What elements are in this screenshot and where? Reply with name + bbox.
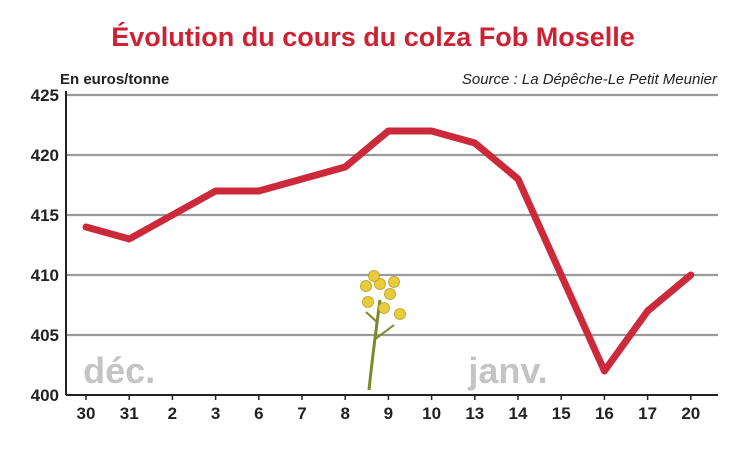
- source-label: Source : La Dépêche-Le Petit Meunier: [462, 71, 718, 88]
- x-tick-label: 6: [254, 404, 263, 423]
- flower-branch: [373, 324, 395, 341]
- y-tick-label: 420: [31, 146, 59, 165]
- series-line: [82, 127, 695, 375]
- x-tick-label: 16: [595, 404, 614, 423]
- x-tick-label: 30: [77, 404, 96, 423]
- rapeseed-flower-icon: [360, 270, 406, 391]
- flower-bloom: [368, 270, 380, 282]
- chart-title: Évolution du cours du colza Fob Moselle: [111, 21, 635, 52]
- x-tick-label: 10: [422, 404, 441, 423]
- x-tick-label: 17: [638, 404, 657, 423]
- flower-bloom: [388, 276, 400, 288]
- x-tick-label: 31: [120, 404, 139, 423]
- x-tick-label: 8: [340, 404, 349, 423]
- month-label: janv.: [467, 350, 547, 391]
- month-labels: déc. janv.: [83, 350, 548, 391]
- x-tick-label: 15: [552, 404, 571, 423]
- unit-label: En euros/tonne: [60, 71, 169, 88]
- y-tick-label: 410: [31, 266, 59, 285]
- x-tick-label: 7: [297, 404, 306, 423]
- x-tick-label: 3: [211, 404, 220, 423]
- flower-bloom: [384, 288, 396, 300]
- x-tick-label: 2: [168, 404, 177, 423]
- y-axis-ticks: 400 405 410 415 420 425: [31, 86, 59, 405]
- flower-bloom: [394, 308, 406, 320]
- flower-stem: [367, 299, 382, 391]
- flower-bloom: [362, 296, 374, 308]
- flower-bloom: [360, 280, 372, 292]
- x-tick-label: 13: [465, 404, 484, 423]
- y-tick-label: 400: [31, 386, 59, 405]
- flower-bloom: [378, 302, 390, 314]
- flower-branch: [365, 311, 378, 323]
- y-tick-label: 425: [31, 86, 59, 105]
- flower-bloom: [374, 278, 386, 290]
- axes: [65, 91, 718, 400]
- x-axis-ticks: 30 31 2 3 6 7 8 9 10 13 14 15 16 17 20: [77, 404, 701, 423]
- y-tick-label: 415: [31, 206, 59, 225]
- x-tick-label: 9: [384, 404, 393, 423]
- x-tick-label: 14: [509, 404, 528, 423]
- y-tick-label: 405: [31, 326, 59, 345]
- x-tick-label: 20: [681, 404, 700, 423]
- month-label: déc.: [83, 350, 155, 391]
